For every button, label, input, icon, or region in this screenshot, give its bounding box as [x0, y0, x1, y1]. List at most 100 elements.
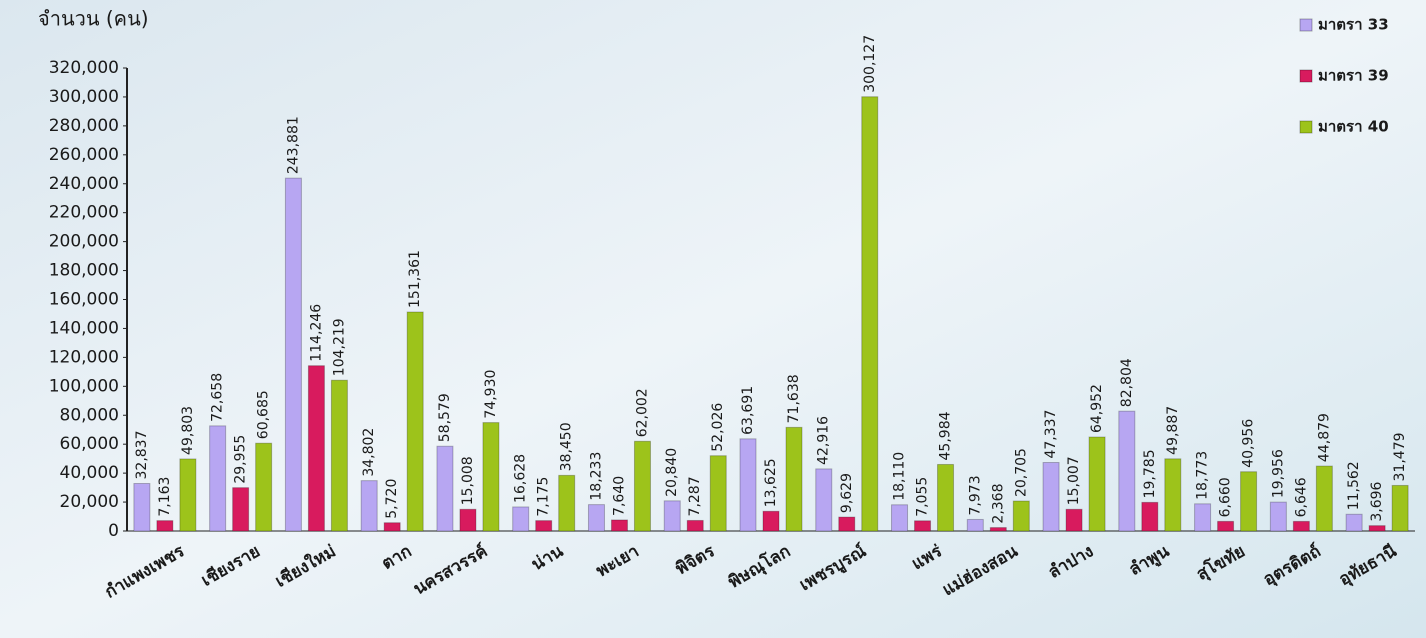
value-label: 60,685 [256, 390, 272, 439]
bar [1195, 504, 1211, 531]
bar [816, 469, 832, 531]
value-label: 42,916 [816, 416, 832, 465]
value-label: 49,803 [180, 406, 196, 455]
bar [134, 483, 150, 531]
value-label: 71,638 [786, 374, 802, 423]
value-label: 29,955 [233, 435, 249, 484]
bar [331, 380, 347, 531]
y-tick-label: 200,000 [49, 232, 119, 252]
value-label: 7,175 [536, 477, 552, 517]
background [0, 0, 1426, 638]
bar [285, 178, 301, 531]
value-label: 64,952 [1089, 384, 1105, 433]
bar [634, 441, 650, 531]
value-label: 243,881 [285, 116, 301, 174]
bar [1218, 521, 1234, 531]
bar [687, 520, 703, 531]
value-label: 114,246 [308, 304, 324, 362]
bar [1293, 521, 1309, 531]
value-label: 300,127 [862, 35, 878, 93]
bar [1270, 502, 1286, 531]
value-label: 62,002 [634, 388, 650, 437]
bar [915, 521, 931, 531]
value-label: 74,930 [483, 370, 499, 419]
y-tick-label: 160,000 [49, 290, 119, 310]
bar [1013, 501, 1029, 531]
value-label: 19,956 [1270, 449, 1286, 498]
legend-label: มาตรา 40 [1318, 118, 1389, 136]
bar [740, 439, 756, 531]
legend-label: มาตรา 33 [1318, 16, 1389, 34]
bar [938, 464, 954, 531]
value-label: 7,163 [157, 477, 173, 517]
value-label: 13,625 [763, 458, 779, 507]
bar [862, 97, 878, 531]
y-tick-label: 280,000 [49, 116, 119, 136]
bar [892, 505, 908, 531]
value-label: 52,026 [710, 403, 726, 452]
bar [1346, 514, 1362, 531]
value-label: 58,579 [437, 393, 453, 442]
value-label: 20,840 [664, 448, 680, 497]
bar [1316, 466, 1332, 531]
value-label: 6,646 [1293, 477, 1309, 517]
value-label: 40,956 [1241, 419, 1257, 468]
bar [256, 443, 272, 531]
bar [157, 521, 173, 531]
value-label: 18,110 [892, 452, 908, 501]
value-label: 82,804 [1119, 358, 1135, 407]
bar [460, 509, 476, 531]
value-label: 15,007 [1066, 456, 1082, 505]
value-label: 19,785 [1142, 449, 1158, 498]
y-tick-label: 20,000 [60, 492, 119, 512]
bar [437, 446, 453, 531]
bar [1142, 502, 1158, 531]
y-tick-label: 60,000 [60, 434, 119, 454]
y-tick-label: 300,000 [49, 87, 119, 107]
value-label: 32,837 [134, 430, 150, 479]
value-label: 7,055 [915, 477, 931, 517]
value-label: 72,658 [210, 373, 226, 422]
value-label: 6,660 [1218, 477, 1234, 517]
value-label: 20,705 [1013, 448, 1029, 497]
bar [308, 366, 324, 531]
bar [384, 523, 400, 531]
value-label: 18,233 [588, 452, 604, 501]
value-label: 7,287 [687, 476, 703, 516]
value-label: 7,973 [967, 475, 983, 515]
bar [180, 459, 196, 531]
value-label: 11,562 [1346, 461, 1362, 510]
value-label: 63,691 [740, 386, 756, 435]
y-tick-label: 240,000 [49, 174, 119, 194]
bar [710, 456, 726, 531]
value-label: 49,887 [1165, 406, 1181, 455]
bar [559, 475, 575, 531]
bar [611, 520, 627, 531]
chart: จำนวน (คน) 020,00040,00060,00080,000100,… [0, 0, 1426, 638]
value-label: 9,629 [839, 473, 855, 513]
y-tick-label: 0 [108, 521, 119, 541]
bar [513, 507, 529, 531]
value-label: 7,640 [611, 476, 627, 516]
value-label: 104,219 [331, 318, 347, 376]
value-label: 45,984 [938, 411, 954, 460]
bar [839, 517, 855, 531]
legend-swatch [1300, 19, 1312, 31]
bar [1119, 411, 1135, 531]
bar [588, 505, 604, 531]
bar [967, 519, 983, 531]
y-tick-label: 40,000 [60, 463, 119, 483]
y-tick-label: 260,000 [49, 145, 119, 165]
bar [1241, 472, 1257, 531]
bar [1043, 463, 1059, 531]
value-label: 16,628 [513, 454, 529, 503]
value-label: 31,479 [1392, 432, 1408, 481]
bar [664, 501, 680, 531]
y-tick-label: 180,000 [49, 261, 119, 281]
bar [407, 312, 423, 531]
bar [990, 528, 1006, 531]
bar [1392, 485, 1408, 531]
y-tick-label: 220,000 [49, 203, 119, 223]
bar [1369, 526, 1385, 531]
y-tick-label: 320,000 [49, 58, 119, 78]
